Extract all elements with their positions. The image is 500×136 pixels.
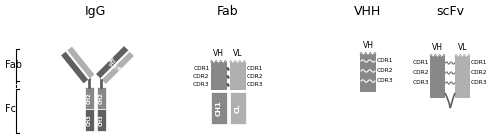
Bar bbox=[230, 92, 246, 124]
Bar bbox=[84, 109, 94, 131]
Text: VH: VH bbox=[213, 49, 224, 58]
Text: CL: CL bbox=[234, 103, 240, 113]
Text: CH2: CH2 bbox=[86, 92, 92, 104]
Bar bbox=[84, 87, 94, 109]
Text: Fc: Fc bbox=[5, 104, 16, 114]
Text: CDR3: CDR3 bbox=[412, 81, 429, 86]
Bar bbox=[96, 109, 106, 131]
Text: CDR2: CDR2 bbox=[193, 75, 210, 80]
Bar bbox=[360, 54, 376, 92]
Text: CDR1: CDR1 bbox=[377, 58, 394, 64]
Bar bbox=[96, 87, 106, 109]
Text: VL: VL bbox=[117, 65, 124, 72]
Text: CDR3: CDR3 bbox=[471, 81, 488, 86]
Text: CDR3: CDR3 bbox=[193, 83, 210, 87]
Text: VH: VH bbox=[432, 43, 443, 52]
Text: IgG: IgG bbox=[84, 5, 105, 18]
Text: CDR2: CDR2 bbox=[412, 70, 429, 75]
Text: VH: VH bbox=[362, 41, 374, 50]
Text: CH3: CH3 bbox=[86, 114, 92, 126]
Text: scFv: scFv bbox=[436, 5, 464, 18]
Text: Fab: Fab bbox=[217, 5, 239, 18]
Text: VH: VH bbox=[108, 57, 116, 64]
Text: CH3: CH3 bbox=[98, 114, 103, 126]
Text: CDR2: CDR2 bbox=[471, 70, 488, 75]
Text: CDR1: CDR1 bbox=[471, 61, 488, 66]
Bar bbox=[210, 92, 226, 124]
Text: VHH: VHH bbox=[354, 5, 382, 18]
Text: CH1: CH1 bbox=[109, 58, 118, 67]
Text: CDR1: CDR1 bbox=[412, 61, 429, 66]
Text: CH2: CH2 bbox=[98, 92, 103, 104]
Text: CDR1: CDR1 bbox=[246, 67, 263, 72]
Text: CDR1: CDR1 bbox=[193, 67, 210, 72]
Text: CDR3: CDR3 bbox=[377, 78, 394, 84]
Text: CDR3: CDR3 bbox=[246, 83, 263, 87]
Bar bbox=[210, 62, 226, 90]
Text: CL: CL bbox=[113, 63, 119, 70]
Bar bbox=[455, 56, 470, 98]
Text: CDR2: CDR2 bbox=[377, 69, 394, 73]
Text: Fab: Fab bbox=[5, 60, 22, 70]
Bar bbox=[230, 62, 246, 90]
Text: VL: VL bbox=[233, 49, 242, 58]
Text: CDR2: CDR2 bbox=[246, 75, 263, 80]
Text: CH1: CH1 bbox=[216, 100, 222, 116]
Bar bbox=[430, 56, 445, 98]
Text: VL: VL bbox=[458, 43, 467, 52]
